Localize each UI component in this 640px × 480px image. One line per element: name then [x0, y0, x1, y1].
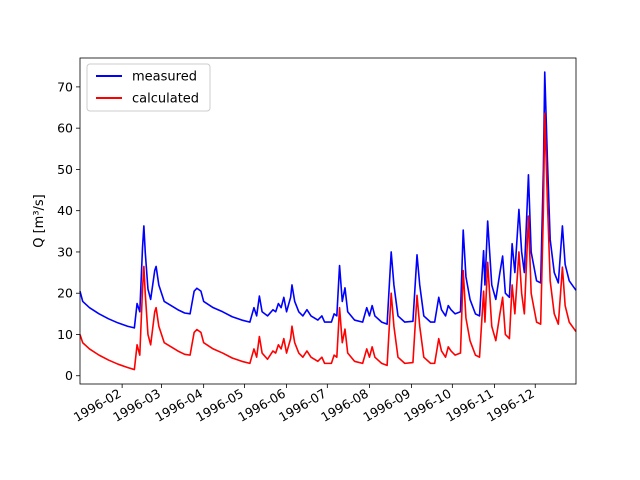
- y-tick-label: 30: [57, 244, 73, 259]
- series-line-measured: [79, 71, 577, 329]
- y-tick-label: 40: [57, 203, 73, 218]
- legend-label-measured: measured: [132, 70, 197, 85]
- y-axis: 0 10 20 30 40 50 60 70: [57, 79, 80, 383]
- y-tick-label: 70: [57, 79, 73, 94]
- y-tick-label: 50: [57, 162, 73, 177]
- legend-label-calculated: calculated: [132, 92, 199, 107]
- y-tick-label: 10: [57, 327, 73, 342]
- axes-frame: [79, 57, 577, 385]
- series-line-calculated: [79, 112, 577, 371]
- y-tick-label: 0: [65, 368, 73, 383]
- y-tick-label: 20: [57, 286, 73, 301]
- legend: measured calculated: [86, 63, 211, 112]
- y-tick-label: 60: [57, 121, 73, 136]
- series-layer: [79, 71, 577, 371]
- y-axis-label: Q [m³/s]: [32, 194, 47, 248]
